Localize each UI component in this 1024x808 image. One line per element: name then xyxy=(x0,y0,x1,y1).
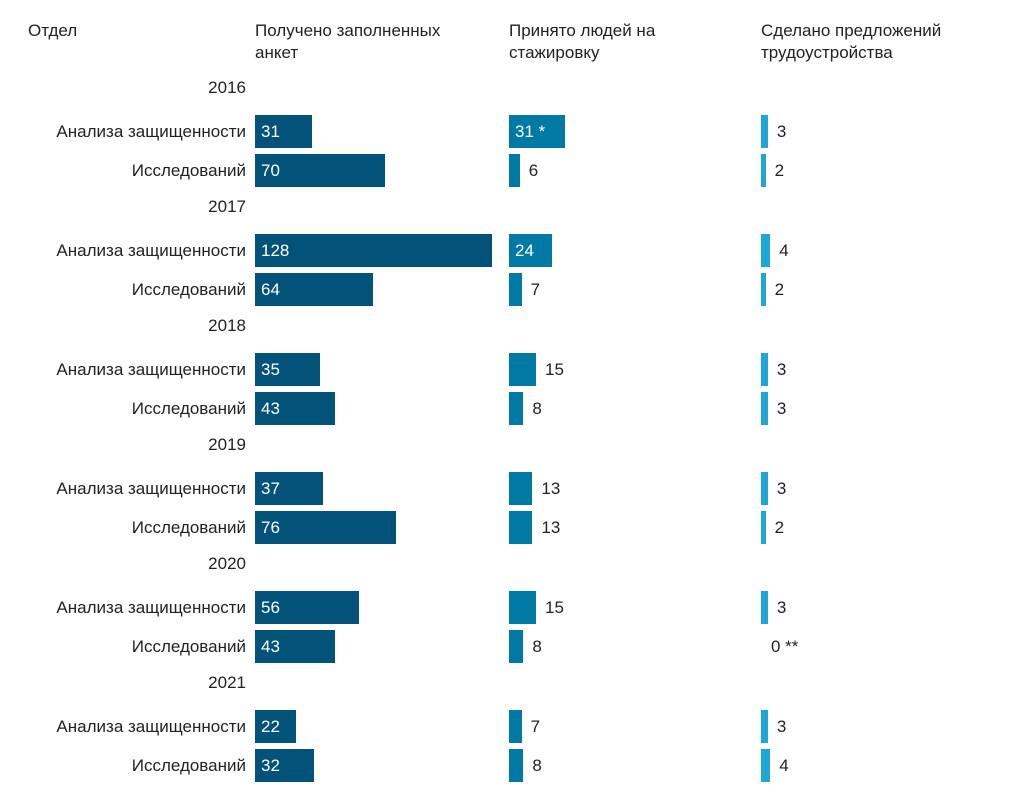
bar-interns xyxy=(509,115,565,148)
data-label-interns: 13 xyxy=(541,518,561,537)
department-label: Исследований xyxy=(131,518,246,537)
data-label-offers: 3 xyxy=(776,399,787,418)
department-label: Анализа защищенности xyxy=(56,479,246,498)
bar-applications xyxy=(255,591,359,624)
data-label-offers: 3 xyxy=(776,479,787,498)
department-label: Анализа защищенности xyxy=(56,122,246,141)
bar-applications xyxy=(255,749,315,782)
bar-applications xyxy=(255,115,313,148)
data-label-applications: 128 xyxy=(261,241,290,260)
bar-offers xyxy=(761,234,771,267)
department-label: Анализа защищенности xyxy=(56,598,246,617)
data-label-interns: 6 xyxy=(528,161,539,180)
bar-offers xyxy=(761,353,768,386)
bar-interns xyxy=(509,511,533,544)
data-label-applications: 43 xyxy=(261,399,280,418)
bar-applications xyxy=(255,511,396,544)
bar-interns xyxy=(509,234,553,267)
data-label-interns: 15 xyxy=(545,598,564,617)
bar-applications xyxy=(255,353,320,386)
data-label-offers: 3 xyxy=(776,598,787,617)
bar-applications xyxy=(255,234,492,267)
department-label: Анализа защищенности xyxy=(56,717,246,736)
department-label: Анализа защищенности xyxy=(56,360,246,379)
year-label: 2016 xyxy=(208,78,246,97)
data-label-offers: 0 ** xyxy=(771,637,799,656)
data-label-applications: 22 xyxy=(261,717,280,736)
data-label-interns: 24 xyxy=(515,241,534,260)
header-offers: Сделано предложений трудоустройства xyxy=(761,21,942,62)
bar-offers xyxy=(761,749,771,782)
bar-interns xyxy=(509,591,536,624)
header-dept: Отдел xyxy=(28,21,78,40)
data-label-offers: 2 xyxy=(774,161,785,180)
data-label-interns: 8 xyxy=(532,399,542,418)
bar-offers xyxy=(761,154,766,187)
data-label-applications: 37 xyxy=(261,479,280,498)
data-label-applications: 32 xyxy=(261,756,280,775)
bar-offers xyxy=(761,472,768,505)
bar-interns xyxy=(509,154,520,187)
data-label-interns: 7 xyxy=(530,717,541,736)
bar-offers xyxy=(761,511,766,544)
bar-applications xyxy=(255,630,335,663)
data-label-applications: 64 xyxy=(261,280,280,299)
bar-applications xyxy=(255,472,324,505)
bar-interns xyxy=(509,353,536,386)
data-label-offers: 2 xyxy=(774,518,785,537)
data-label-applications: 56 xyxy=(261,598,280,617)
data-label-offers: 2 xyxy=(774,280,785,299)
bar-interns xyxy=(509,630,524,663)
data-label-interns: 15 xyxy=(545,360,564,379)
bar-interns xyxy=(509,710,522,743)
bar-offers xyxy=(761,392,768,425)
department-label: Анализа защищенности xyxy=(56,241,246,260)
header-interns: Принято людей на стажировку xyxy=(509,21,656,62)
department-label: Исследований xyxy=(131,756,246,775)
bar-applications xyxy=(255,710,296,743)
data-label-offers: 3 xyxy=(776,360,787,379)
data-label-applications: 43 xyxy=(261,637,280,656)
year-label: 2020 xyxy=(208,554,246,573)
bar-applications xyxy=(255,154,385,187)
year-label: 2017 xyxy=(208,197,246,216)
bar-interns xyxy=(509,392,524,425)
year-label: 2018 xyxy=(208,316,246,335)
data-label-applications: 70 xyxy=(261,161,280,180)
bar-interns xyxy=(509,749,524,782)
data-label-offers: 4 xyxy=(779,241,789,260)
year-label: 2021 xyxy=(208,673,246,692)
data-label-interns: 7 xyxy=(530,280,541,299)
department-label: Исследований xyxy=(131,161,246,180)
data-label-applications: 76 xyxy=(261,518,280,537)
bar-offers xyxy=(761,710,768,743)
data-label-offers: 4 xyxy=(779,756,789,775)
data-label-applications: 35 xyxy=(261,360,280,379)
department-label: Исследований xyxy=(131,637,246,656)
header-applications: Получено заполненных анкет xyxy=(255,21,441,62)
bar-offers xyxy=(761,591,768,624)
data-label-interns: 8 xyxy=(532,756,542,775)
bar-offers xyxy=(761,273,766,306)
data-label-offers: 3 xyxy=(776,717,787,736)
bar-applications xyxy=(255,273,374,306)
data-label-interns: 13 xyxy=(541,479,561,498)
data-label-interns: 8 xyxy=(532,637,542,656)
bar-interns xyxy=(509,273,522,306)
data-label-offers: 3 xyxy=(776,122,787,141)
bar-applications xyxy=(255,392,335,425)
department-label: Исследований xyxy=(131,280,246,299)
year-label: 2019 xyxy=(208,435,246,454)
bar-interns xyxy=(509,472,533,505)
data-label-applications: 31 xyxy=(261,122,280,141)
department-label: Исследований xyxy=(131,399,246,418)
bar-offers xyxy=(761,115,768,148)
data-label-interns: 31 * xyxy=(515,122,546,141)
